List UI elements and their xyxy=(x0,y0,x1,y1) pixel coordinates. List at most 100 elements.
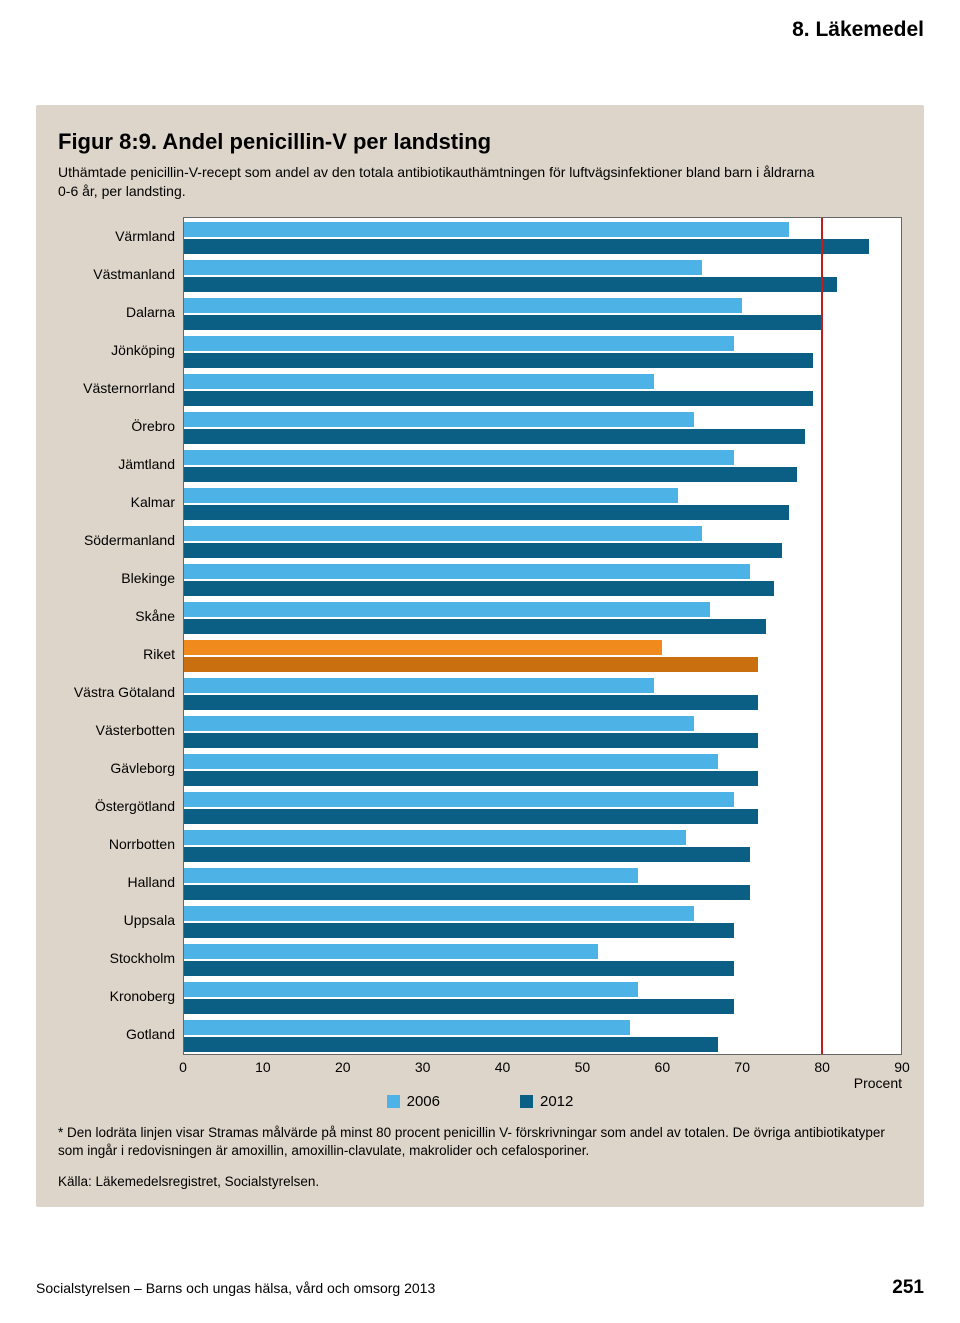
bar-2006 xyxy=(184,526,702,541)
bar-2012 xyxy=(184,657,758,672)
section-label: 8. Läkemedel xyxy=(792,18,924,41)
category-label: Kronoberg xyxy=(58,977,183,1015)
bar-2006 xyxy=(184,336,734,351)
category-label: Halland xyxy=(58,863,183,901)
category-label: Västernorrland xyxy=(58,369,183,407)
bar-row xyxy=(184,750,901,788)
bar-row xyxy=(184,332,901,370)
x-tick: 60 xyxy=(655,1059,671,1075)
bar-row xyxy=(184,484,901,522)
bar-row xyxy=(184,560,901,598)
category-label: Stockholm xyxy=(58,939,183,977)
bar-2012 xyxy=(184,733,758,748)
figure-title: Figur 8:9. Andel penicillin-V per landst… xyxy=(58,129,902,155)
category-label: Västerbotten xyxy=(58,711,183,749)
bar-2006 xyxy=(184,716,694,731)
bar-row xyxy=(184,446,901,484)
bar-2006 xyxy=(184,678,654,693)
x-tick: 20 xyxy=(335,1059,351,1075)
bar-2012 xyxy=(184,847,750,862)
page-footer: Socialstyrelsen – Barns och ungas hälsa,… xyxy=(0,1207,960,1323)
bar-row xyxy=(184,978,901,1016)
x-tick: 80 xyxy=(814,1059,830,1075)
x-tick: 30 xyxy=(415,1059,431,1075)
bar-row xyxy=(184,598,901,636)
bar-2006 xyxy=(184,868,638,883)
category-label: Värmland xyxy=(58,217,183,255)
bar-2006 xyxy=(184,222,789,237)
bar-2006 xyxy=(184,1020,630,1035)
bar-2012 xyxy=(184,885,750,900)
bar-row xyxy=(184,294,901,332)
x-tick: 50 xyxy=(575,1059,591,1075)
x-axis: Procent 0102030405060708090 xyxy=(183,1055,902,1089)
bar-row xyxy=(184,902,901,940)
bar-2012 xyxy=(184,923,734,938)
category-label: Dalarna xyxy=(58,293,183,331)
category-label: Västra Götaland xyxy=(58,673,183,711)
bar-row xyxy=(184,864,901,902)
bar-2012 xyxy=(184,809,758,824)
bar-2012 xyxy=(184,543,782,558)
category-label: Jönköping xyxy=(58,331,183,369)
bar-2006 xyxy=(184,906,694,921)
bar-2012 xyxy=(184,1037,718,1052)
legend-item-2012: 2012 xyxy=(520,1093,573,1110)
bar-2006 xyxy=(184,982,638,997)
category-label: Jämtland xyxy=(58,445,183,483)
legend-label-2012: 2012 xyxy=(540,1093,573,1110)
bar-2006 xyxy=(184,602,710,617)
category-label: Västmanland xyxy=(58,255,183,293)
section-header: 8. Läkemedel xyxy=(0,0,960,50)
bar-row xyxy=(184,218,901,256)
bar-row xyxy=(184,408,901,446)
category-label: Blekinge xyxy=(58,559,183,597)
figure-subtitle: Uthämtade penicillin-V-recept som andel … xyxy=(58,163,818,201)
bar-row xyxy=(184,522,901,560)
category-label: Norrbotten xyxy=(58,825,183,863)
bar-row xyxy=(184,636,901,674)
footer-text: Socialstyrelsen – Barns och ungas hälsa,… xyxy=(36,1280,435,1296)
bar-rows xyxy=(184,218,901,1054)
category-label: Gävleborg xyxy=(58,749,183,787)
legend-label-2006: 2006 xyxy=(407,1093,440,1110)
x-tick: 40 xyxy=(495,1059,511,1075)
target-line xyxy=(821,218,823,1054)
bar-2012 xyxy=(184,771,758,786)
bar-2012 xyxy=(184,277,837,292)
legend: 2006 2012 xyxy=(58,1093,902,1110)
legend-swatch-2006 xyxy=(387,1095,400,1108)
bar-2006 xyxy=(184,830,686,845)
bar-2012 xyxy=(184,961,734,976)
category-label: Gotland xyxy=(58,1015,183,1053)
figure-footnote: * Den lodräta linjen visar Stramas målvä… xyxy=(58,1124,902,1160)
bar-row xyxy=(184,712,901,750)
bar-2006 xyxy=(184,754,718,769)
bar-2012 xyxy=(184,505,789,520)
category-label: Örebro xyxy=(58,407,183,445)
x-tick: 0 xyxy=(179,1059,187,1075)
bar-2012 xyxy=(184,999,734,1014)
bar-row xyxy=(184,940,901,978)
legend-swatch-2012 xyxy=(520,1095,533,1108)
bar-2012 xyxy=(184,429,805,444)
bar-row xyxy=(184,370,901,408)
bar-2012 xyxy=(184,315,821,330)
category-label: Kalmar xyxy=(58,483,183,521)
legend-item-2006: 2006 xyxy=(387,1093,440,1110)
category-label: Skåne xyxy=(58,597,183,635)
category-label: Östergötland xyxy=(58,787,183,825)
bar-2012 xyxy=(184,467,797,482)
y-axis-labels: VärmlandVästmanlandDalarnaJönköpingVäste… xyxy=(58,217,183,1055)
bar-2006 xyxy=(184,792,734,807)
bar-2006 xyxy=(184,488,678,503)
x-axis-unit: Procent xyxy=(854,1075,902,1091)
bar-2006 xyxy=(184,564,750,579)
bar-2006 xyxy=(184,412,694,427)
bars-frame xyxy=(183,217,902,1055)
category-label: Södermanland xyxy=(58,521,183,559)
category-label: Riket xyxy=(58,635,183,673)
bar-2012 xyxy=(184,353,813,368)
bar-2006 xyxy=(184,374,654,389)
figure-card: Figur 8:9. Andel penicillin-V per landst… xyxy=(36,105,924,1207)
